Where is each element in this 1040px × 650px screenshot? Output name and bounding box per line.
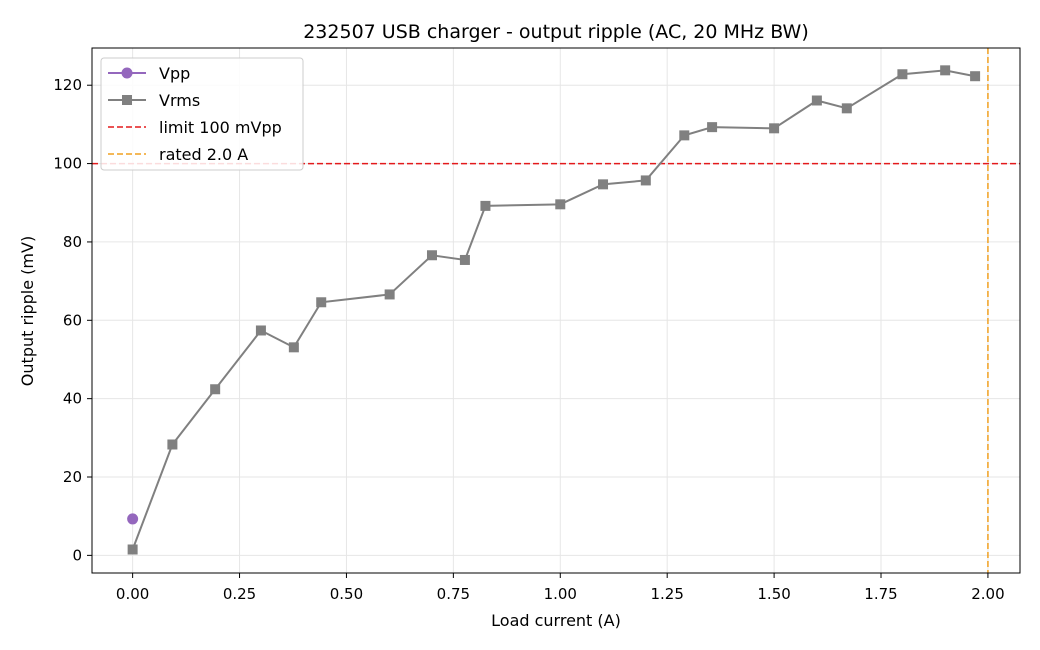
legend-marker-vpp: [121, 67, 133, 79]
legend-label-vrms: Vrms: [159, 91, 200, 110]
x-axis: 0.00 0.25 0.50 0.75 1.00 1.25 1.50 1.75 2.00: [116, 573, 1005, 603]
x-tick-label: 1.75: [864, 585, 897, 603]
legend-label-limit: limit 100 mVpp: [159, 118, 282, 137]
vrms-point: [679, 130, 690, 141]
x-tick-label: 0.00: [116, 585, 149, 603]
x-tick-label: 0.25: [223, 585, 256, 603]
x-tick-label: 1.25: [650, 585, 683, 603]
vrms-point: [769, 123, 780, 134]
y-tick-label: 40: [63, 390, 82, 408]
y-axis: 0 20 40 60 80 100 120: [53, 76, 92, 564]
vrms-point: [210, 384, 221, 395]
y-tick-label: 80: [63, 233, 82, 251]
vrms-point: [384, 289, 395, 300]
vrms-point: [480, 200, 491, 211]
series-layer: [127, 65, 981, 555]
vrms-point: [811, 95, 822, 106]
x-tick-label: 2.00: [971, 585, 1004, 603]
vrms-point: [167, 439, 178, 450]
y-tick-label: 100: [53, 155, 82, 173]
vrms-point: [940, 65, 951, 76]
vrms-point: [127, 544, 138, 555]
vrms-point: [459, 254, 470, 265]
legend-label-rated: rated 2.0 A: [159, 145, 248, 164]
x-tick-label: 1.50: [757, 585, 790, 603]
chart-title: 232507 USB charger - output ripple (AC, …: [303, 21, 809, 43]
y-tick-label: 60: [63, 311, 82, 329]
vrms-point: [707, 122, 718, 133]
legend-marker-vrms: [122, 95, 132, 105]
vpp-point: [127, 513, 139, 525]
x-tick-label: 0.50: [330, 585, 363, 603]
plot-frame: [91, 47, 1021, 574]
y-tick-label: 20: [63, 468, 82, 486]
vrms-point: [316, 297, 327, 308]
y-tick-label: 120: [53, 76, 82, 94]
legend: Vpp Vrms limit 100 mVpp rated 2.0 A: [100, 57, 304, 171]
vrms-point: [288, 342, 299, 353]
vrms-point: [255, 325, 266, 336]
y-tick-label: 0: [72, 546, 82, 564]
legend-box: [100, 57, 304, 171]
vrms-point: [555, 199, 566, 210]
x-tick-label: 0.75: [437, 585, 470, 603]
x-axis-label: Load current (A): [491, 611, 621, 630]
vrms-point: [640, 175, 651, 186]
y-axis-label: Output ripple (mV): [18, 236, 37, 386]
vrms-point: [426, 250, 437, 261]
vrms-point: [897, 69, 908, 80]
legend-label-vpp: Vpp: [159, 64, 190, 83]
vrms-point: [598, 179, 609, 190]
x-tick-label: 1.00: [544, 585, 577, 603]
vrms-point: [841, 103, 852, 114]
vrms-point: [970, 71, 981, 82]
